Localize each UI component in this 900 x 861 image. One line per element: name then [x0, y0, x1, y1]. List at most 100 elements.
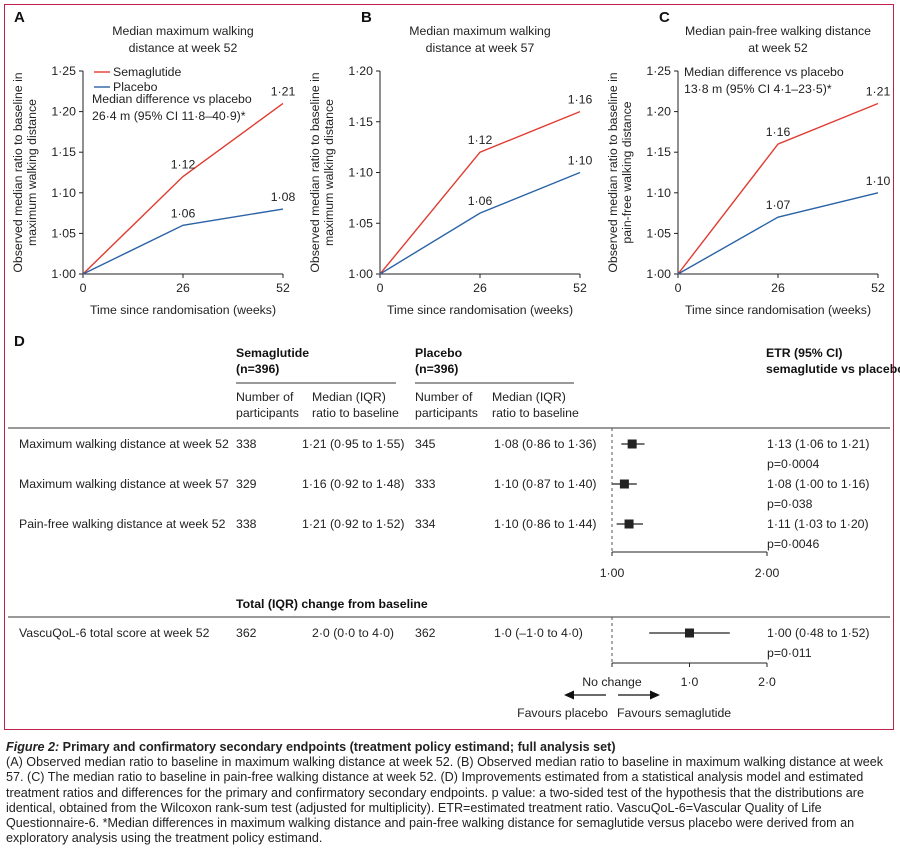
- panel-c-annotation: Median difference vs placebo: [684, 65, 844, 79]
- panel-b-y-tick-label: 1·20: [348, 64, 373, 78]
- panel-b-series-placebo: [379, 171, 581, 275]
- panel-d-placebo-n: 334: [415, 517, 436, 531]
- panel-c-data-label: 1·10: [866, 174, 891, 188]
- panel-c-data-label: 1·07: [766, 198, 791, 212]
- panel-d-subheader: Median (IQR): [312, 390, 386, 404]
- panel-b-x-tick-label: 0: [377, 281, 384, 295]
- panel-a-title-line: distance at week 52: [129, 41, 238, 55]
- panel-d-placebo-median: 1·08 (0·86 to 1·36): [494, 437, 597, 451]
- panel-a-series-semaglutide: [82, 102, 284, 275]
- panel-c-y-tick-label: 1·20: [646, 105, 671, 119]
- panel-d-p-value: p=0·038: [767, 497, 813, 511]
- panel-d-change-row-label: VascuQoL-6 total score at week 52: [19, 626, 210, 640]
- panel-d-etr-header: semaglutide vs placebo: [766, 362, 900, 376]
- figure-caption: Figure 2: Primary and confirmatory secon…: [6, 740, 891, 846]
- panel-d-placebo-n: 333: [415, 477, 436, 491]
- panel-d-subheader: Number of: [236, 390, 294, 404]
- panel-a-y-axis-label: maximum walking distance: [25, 99, 39, 246]
- panel-a-y-tick-label: 1·05: [51, 226, 76, 240]
- panel-d-placebo-header: Placebo: [415, 346, 463, 360]
- panel-d-change-point-estimate: [685, 628, 694, 638]
- panel-d-change-sema-median: 2·0 (0·0 to 4·0): [312, 626, 394, 640]
- panel-d-row-label: Maximum walking distance at week 57: [19, 477, 229, 491]
- panel-c-series-semaglutide: [677, 102, 879, 275]
- caption-figure-number: Figure 2:: [6, 740, 60, 754]
- panel-a-y-axis-label: Observed median ratio to baseline in: [11, 72, 25, 272]
- panel-d-change-tick-label: No change: [582, 675, 642, 689]
- panel-a-annotation: Median difference vs placebo: [92, 92, 252, 106]
- panel-d-change-tick-label: 1·0: [681, 675, 699, 689]
- panel-d-sema-median: 1·21 (0·95 to 1·55): [302, 437, 405, 451]
- panel-a-data-label: 1·12: [171, 158, 196, 172]
- panel-c-title-line: Median pain-free walking distance: [685, 24, 871, 38]
- panel-a-data-label: 1·06: [171, 206, 196, 220]
- panel-b-data-label: 1·12: [468, 133, 493, 147]
- panel-c-x-tick-label: 26: [771, 281, 785, 295]
- panel-c-data-label: 1·16: [766, 125, 791, 139]
- panel-b-y-tick-label: 1·05: [348, 216, 373, 230]
- panel-d-subheader: participants: [236, 406, 299, 420]
- panel-d-p-value: p=0·0046: [767, 537, 819, 551]
- panel-a-data-label: 1·21: [271, 84, 296, 98]
- panel-d-sema-n: 329: [236, 477, 257, 491]
- panel-d-change-placebo-n: 362: [415, 626, 436, 640]
- panel-b-letter: B: [361, 9, 372, 26]
- panel-c-x-tick-label: 0: [675, 281, 682, 295]
- panel-a-data-label: 1·08: [271, 190, 296, 204]
- panel-c-series-placebo: [677, 192, 879, 275]
- panel-a-legend-label: Semaglutide: [113, 65, 182, 79]
- panel-c-x-tick-label: 52: [871, 281, 885, 295]
- caption-text: (A) Observed median ratio to baseline in…: [6, 755, 884, 846]
- panel-c-annotation: 13·8 m (95% CI 4·1–23·5)*: [684, 82, 832, 96]
- panel-a-title-line: Median maximum walking: [112, 24, 254, 38]
- panel-d-favours-sema-arrow-head: [650, 690, 660, 700]
- panel-b-data-label: 1·16: [568, 93, 593, 107]
- panel-d-favours-sema-label: Favours semaglutide: [617, 706, 731, 720]
- panel-d-sema-median: 1·16 (0·92 to 1·48): [302, 477, 405, 491]
- panel-a-y-tick-label: 1·10: [51, 186, 76, 200]
- panel-d-subheader: participants: [415, 406, 478, 420]
- panel-d-etr-value: 1·13 (1·06 to 1·21): [767, 437, 870, 451]
- panel-d-change-header: Total (IQR) change from baseline: [236, 597, 428, 611]
- panel-c-y-tick-label: 1·00: [646, 267, 671, 281]
- panel-d-change-etr-value: 1·00 (0·48 to 1·52): [767, 626, 870, 640]
- panel-d-change-p-value: p=0·011: [767, 646, 812, 660]
- panel-d-change-placebo-median: 1·0 (–1·0 to 4·0): [494, 626, 583, 640]
- panel-c-y-axis-label: Observed median ratio to baseline in: [606, 72, 620, 272]
- panel-d-ratio-tick-label: 2·00: [755, 566, 780, 580]
- panel-a-y-tick-label: 1·15: [51, 145, 76, 159]
- panel-d-row-label: Maximum walking distance at week 52: [19, 437, 229, 451]
- panel-a-y-tick-label: 1·20: [51, 105, 76, 119]
- panel-d-letter: D: [14, 333, 25, 350]
- panel-d-sema-header: (n=396): [236, 362, 279, 376]
- panel-d-etr-value: 1·11 (1·03 to 1·20): [767, 517, 869, 531]
- panel-d-point-estimate: [619, 479, 629, 489]
- figure-frame: [4, 4, 894, 730]
- panel-d-p-value: p=0·0004: [767, 457, 819, 471]
- panel-b-data-label: 1·06: [468, 194, 493, 208]
- panel-d-ratio-tick-label: 1·00: [600, 566, 625, 580]
- panel-b-y-tick-label: 1·10: [348, 166, 373, 180]
- panel-d-sema-n: 338: [236, 517, 257, 531]
- panel-c-y-tick-label: 1·10: [646, 186, 671, 200]
- panel-a-annotation: 26·4 m (95% CI 11·8–40·9)*: [92, 109, 246, 123]
- panel-a-x-axis-label: Time since randomisation (weeks): [90, 303, 276, 317]
- panel-a-x-tick-label: 52: [276, 281, 290, 295]
- panel-d-sema-median: 1·21 (0·92 to 1·52): [302, 517, 405, 531]
- panel-a-y-tick-label: 1·25: [51, 64, 76, 78]
- panel-b-y-axis-label: maximum walking distance: [322, 99, 336, 246]
- panel-d-point-estimate: [627, 439, 637, 449]
- panel-d-placebo-header: (n=396): [415, 362, 458, 376]
- panel-c-title-line: at week 52: [748, 41, 808, 55]
- panel-c-y-axis-label: pain-free walking distance: [620, 101, 634, 243]
- panel-d-placebo-n: 345: [415, 437, 436, 451]
- panel-a-y-tick-label: 1·00: [51, 267, 76, 281]
- panel-d-placebo-median: 1·10 (0·87 to 1·40): [494, 477, 597, 491]
- panel-b-data-label: 1·10: [568, 154, 593, 168]
- panel-d-subheader: ratio to baseline: [312, 406, 399, 420]
- panel-d-row-label: Pain-free walking distance at week 52: [19, 517, 226, 531]
- panel-d-sema-n: 338: [236, 437, 257, 451]
- panel-b-series-semaglutide: [379, 110, 581, 275]
- panel-d-favours-placebo-arrow-head: [564, 690, 574, 700]
- panel-b-x-axis-label: Time since randomisation (weeks): [387, 303, 573, 317]
